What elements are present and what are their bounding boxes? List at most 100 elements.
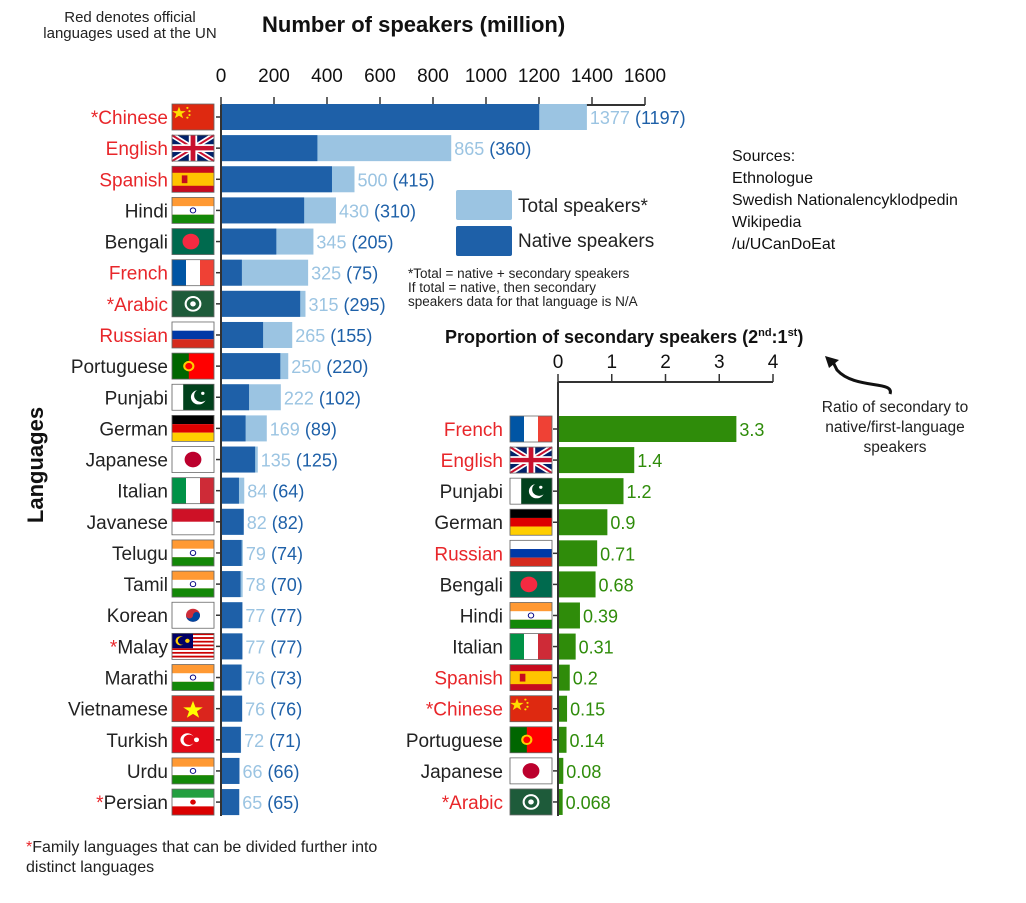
ratio-chart-title: Proportion of secondary speakers (2nd:1s… (445, 327, 803, 348)
bar-native-arabic (222, 290, 301, 317)
flag-part (172, 353, 189, 380)
flag-part (186, 116, 189, 119)
flag-part (181, 175, 188, 184)
flag-part (172, 424, 214, 433)
language-label: German (434, 513, 503, 534)
flag-part (190, 208, 196, 213)
bar-native-telugu (222, 539, 242, 566)
flag-part (172, 477, 186, 504)
native-value: 66 (274, 762, 294, 782)
native-open: ( (265, 606, 276, 626)
bar-native-persian (222, 789, 240, 816)
flag-part (526, 701, 529, 704)
ratio-value-label: 0.71 (600, 544, 635, 564)
total-value: 135 (261, 451, 291, 471)
flag-part (172, 557, 214, 566)
language-name: Hindi (125, 201, 168, 222)
flag-border (171, 228, 215, 255)
language-label: *Malay (110, 637, 169, 658)
flag-border (509, 788, 553, 816)
bar-native-russian (222, 321, 264, 348)
flag-part (510, 698, 524, 711)
language-label: Portuguese (71, 357, 168, 378)
native-open: ( (300, 419, 311, 439)
total-value: 250 (291, 357, 321, 377)
x-tick-label: 1 (606, 352, 617, 373)
flag-korea-icon (171, 601, 215, 629)
native-open: ( (265, 700, 276, 720)
flag-part (200, 259, 214, 286)
flag-part (510, 457, 552, 463)
language-name: Tamil (124, 575, 168, 596)
language-name: German (99, 419, 168, 440)
official-languages-note: Red denotes official languages used at t… (43, 9, 217, 42)
flag-portugal-icon (171, 352, 215, 380)
flag-border (171, 415, 215, 442)
flag-part (510, 549, 552, 558)
flag-part (524, 633, 538, 660)
flag-border (509, 695, 553, 723)
flag-part (190, 301, 196, 307)
flag-malaysia-icon (171, 632, 215, 660)
native-value: 102 (325, 388, 355, 408)
flag-border (509, 633, 553, 660)
native-open: ( (339, 295, 350, 315)
language-label: French (109, 264, 168, 285)
language-label: *Persian (96, 793, 168, 814)
bar-native-punjabi (222, 384, 250, 411)
family-asterisk: * (107, 295, 115, 316)
x-tick-label: 200 (258, 66, 290, 87)
flag-part (172, 789, 214, 798)
bar-native-korean (222, 602, 243, 629)
flag-part (172, 651, 214, 654)
flag-part (188, 110, 191, 113)
flag-portugal-icon (509, 726, 553, 754)
value-label: 345 (205) (316, 233, 393, 253)
flag-part (172, 648, 214, 651)
x-tick-label: 4 (768, 352, 779, 373)
flag-part (510, 540, 552, 550)
ratio-value-label: 0.15 (570, 700, 605, 720)
flag-part (172, 106, 186, 119)
value-label: 1377 (1197) (590, 108, 686, 128)
total-value: 79 (246, 544, 266, 564)
total-value: 76 (245, 700, 265, 720)
native-close: ) (362, 357, 368, 377)
total-value: 315 (308, 295, 338, 315)
annotation-line: native/first-language (825, 419, 965, 436)
main-chart-title: Number of speakers (million) (262, 12, 566, 37)
language-name: French (109, 264, 168, 285)
native-open: ( (265, 637, 276, 657)
flag-part (172, 806, 214, 816)
flag-border (171, 632, 215, 660)
flag-part (190, 768, 196, 774)
flag-india-icon (171, 197, 215, 224)
total-value: 78 (246, 575, 266, 595)
language-label: English (106, 139, 168, 160)
value-label: 265 (155) (295, 326, 372, 346)
flag-border (171, 539, 215, 567)
language-label: German (99, 419, 168, 440)
value-label: 865 (360) (454, 139, 531, 159)
flag-part (172, 588, 214, 598)
value-label: 77 (77) (245, 637, 302, 657)
language-label: *Arabic (107, 295, 168, 316)
flag-border (171, 103, 215, 131)
language-label: Spanish (434, 669, 503, 690)
flag-border (509, 571, 553, 598)
flag-part (183, 734, 195, 745)
native-value: 75 (352, 264, 372, 284)
language-name: Javanese (87, 513, 168, 534)
value-label: 76 (76) (245, 700, 302, 720)
ratio-value-label: 0.68 (599, 575, 634, 595)
flag-border (171, 352, 215, 380)
flag-germany-icon (509, 508, 553, 536)
value-label: 66 (66) (242, 762, 299, 782)
flag-pakistan-icon (171, 383, 215, 411)
language-name: Bengali (105, 233, 168, 254)
language-label: Punjabi (105, 388, 168, 409)
native-close: ) (294, 762, 300, 782)
total-footnote: *Total = native + secondary speakers If … (408, 267, 638, 309)
bar-native-bengali (222, 228, 277, 255)
flag-part (190, 550, 196, 556)
